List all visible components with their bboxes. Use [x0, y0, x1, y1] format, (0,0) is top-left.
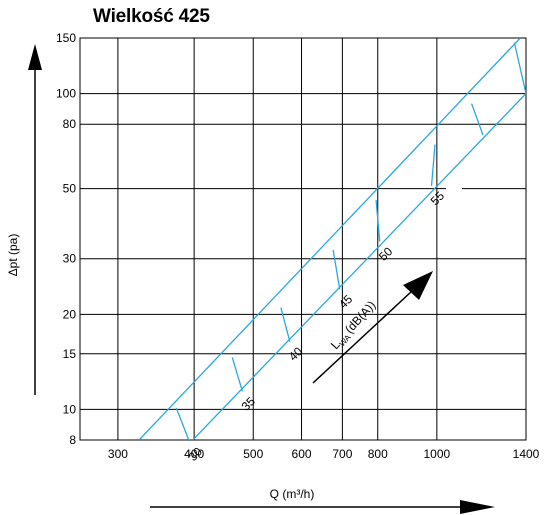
y-tick-label-15: 15 [63, 347, 77, 361]
sound-level-lines [175, 42, 526, 440]
grid [79, 37, 527, 441]
sound-level-label-40: 40 [286, 344, 306, 364]
x-tick-label-500: 500 [243, 447, 263, 461]
y-tick-label-10: 10 [63, 402, 77, 416]
y-axis-label: Δpt (pa) [6, 234, 20, 277]
series-line-2 [192, 93, 526, 440]
y-axis-arrow [28, 44, 42, 395]
sound-level-line-5 [375, 200, 381, 242]
x-tick-label-1400: 1400 [513, 447, 540, 461]
y-tick-label-100: 100 [56, 87, 76, 101]
x-tick-label-800: 800 [368, 447, 388, 461]
label-mask [446, 185, 462, 192]
x-axis-title: Q (m³/h) [270, 487, 315, 501]
x-tick-label-600: 600 [292, 447, 312, 461]
sound-level-legend: LWA(dB(A)) [312, 271, 433, 384]
sound-level-line-2 [231, 357, 244, 392]
plot-frame [79, 37, 527, 441]
chart-title: Wielkość 425 [93, 6, 210, 27]
sound-level-line-3 [280, 307, 291, 342]
y-axis-title: Δpt (pa) [6, 234, 20, 277]
tick-labels: 300 400 500 600 700 800 1000 1400 8 10 15 20 30 50 80 1… [56, 31, 540, 461]
y-tick-label-30: 30 [63, 252, 77, 266]
x-tick-label-700: 700 [332, 447, 352, 461]
x-axis-arrow [150, 500, 495, 514]
sound-level-line-7 [470, 103, 484, 136]
sound-level-line-8 [513, 42, 526, 94]
sound-level-line-1 [175, 407, 190, 440]
x-axis-label: Q (m³/h) [270, 487, 315, 501]
sound-level-line-6 [430, 144, 436, 187]
x-tick-label-400: 400 [184, 447, 204, 461]
y-tick-label-80: 80 [63, 117, 77, 131]
y-tick-label-8: 8 [69, 433, 76, 447]
series-line-1 [138, 38, 521, 440]
y-tick-label-150: 150 [56, 31, 76, 45]
x-tick-label-1000: 1000 [424, 447, 451, 461]
plot-lines [138, 38, 526, 440]
sound-level-label-55: 55 [428, 189, 448, 209]
sound-level-line-4 [332, 249, 341, 290]
sound-level-label-35: 35 [239, 394, 259, 414]
x-tick-label-300: 300 [108, 447, 128, 461]
y-tick-label-20: 20 [63, 307, 77, 321]
sound-level-label-45: 45 [336, 292, 356, 312]
y-tick-label-50: 50 [63, 182, 77, 196]
